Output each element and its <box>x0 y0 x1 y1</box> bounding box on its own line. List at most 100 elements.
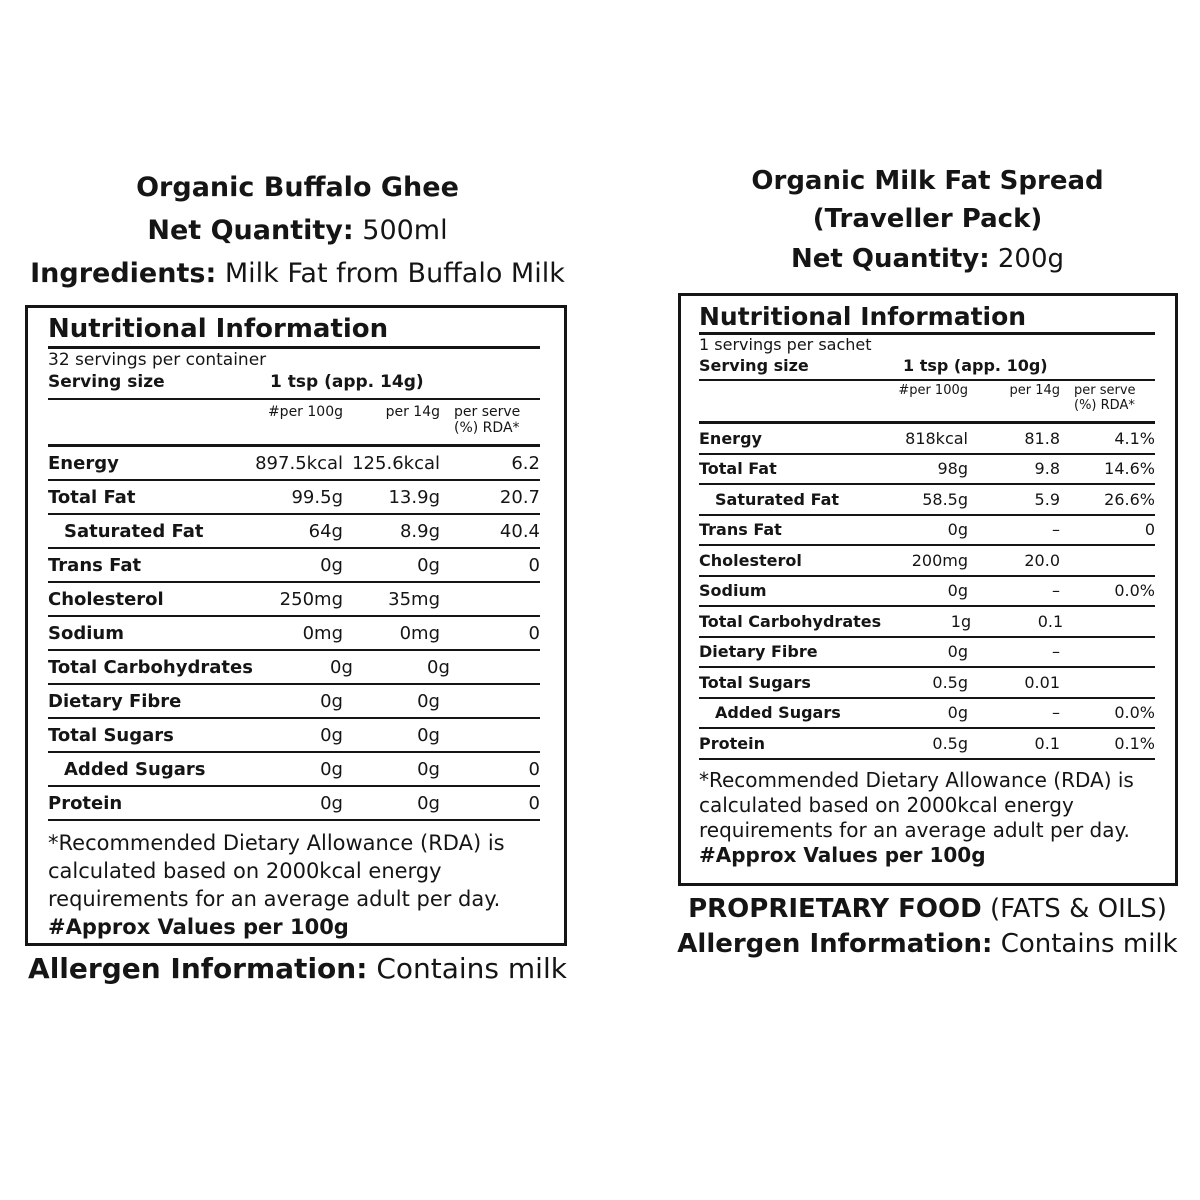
nutrient-name: Dietary Fibre <box>699 642 818 662</box>
cell: – <box>1052 642 1060 662</box>
cell: – <box>1052 581 1060 601</box>
value: 500ml <box>362 215 448 246</box>
spacer <box>699 383 878 421</box>
nutrient-row: Energy 818kcal 81.8 4.1% <box>699 424 1155 455</box>
cell: 0g <box>417 554 440 576</box>
nutrient-row: Cholesterol 200mg 20.0 <box>699 546 1155 577</box>
nutrient-name: Energy <box>699 428 762 448</box>
column-label: per serve (%) RDA* <box>1074 383 1136 413</box>
cell: 81.8 <box>1024 428 1060 448</box>
value: 1 tsp (app. 10g) <box>903 356 1048 375</box>
cell: 1g <box>950 611 972 631</box>
cell: 0g <box>947 703 968 723</box>
cell: 0mg <box>302 622 343 644</box>
nutrient-name: Added Sugars <box>64 758 206 780</box>
cell: 0g <box>947 642 968 662</box>
footnote: *Recommended Dietary Allowance (RDA) is … <box>48 831 505 911</box>
label: Net Quantity: <box>147 215 354 246</box>
cell: 0g <box>417 792 440 814</box>
nutrient-name: Energy <box>48 452 119 474</box>
nutrient-name: Added Sugars <box>715 703 841 723</box>
value: Contains milk <box>1000 929 1178 959</box>
cell: 98g <box>937 459 968 479</box>
nutrient-row: Total Carbohydrates 0g 0g <box>48 651 540 685</box>
value: Contains milk <box>376 952 567 985</box>
panel-heading: Nutritional Information <box>48 314 540 349</box>
cell: 0g <box>427 656 450 678</box>
cell: 99.5g <box>291 486 343 508</box>
footnote: *Recommended Dietary Allowance (RDA) is … <box>699 767 1134 842</box>
cell: 5.9 <box>1034 489 1060 509</box>
nutrient-row: Dietary Fibre 0g – <box>699 638 1155 668</box>
serving-size: Serving size 1 tsp (app. 10g) <box>699 354 1155 381</box>
nutrient-name: Saturated Fat <box>64 520 204 542</box>
nutrient-name: Total Carbohydrates <box>699 611 882 631</box>
cell: 4.1% <box>1114 428 1155 448</box>
nutrient-row: Trans Fat 0g – 0 <box>699 516 1155 546</box>
column-label: #per 100g <box>898 383 968 398</box>
nutrient-row: Total Sugars 0.5g 0.01 <box>699 668 1155 699</box>
nutrient-row: Saturated Fat 64g 8.9g 40.4 <box>48 515 540 549</box>
cell: 0.1 <box>1037 611 1064 631</box>
nutrient-row: Added Sugars 0g – 0.0% <box>699 699 1155 729</box>
cell: 200mg <box>911 550 968 570</box>
cell: 0 <box>1144 520 1155 540</box>
cell: 0mg <box>399 622 440 644</box>
cell: 0.5g <box>932 672 968 692</box>
label: Serving size <box>48 372 165 392</box>
cell: 897.5kcal <box>255 452 343 474</box>
nutrient-row: Sodium 0g – 0.0% <box>699 577 1155 607</box>
nutrient-row: Total Sugars 0g 0g <box>48 719 540 753</box>
cell: 0 <box>528 758 540 780</box>
nutrient-name: Total Sugars <box>699 672 811 692</box>
column-label: #per 100g <box>267 404 343 420</box>
nutrient-name: Saturated Fat <box>715 489 840 509</box>
cell: 0g <box>320 792 343 814</box>
nutrient-row: Protein 0g 0g 0 <box>48 787 540 821</box>
title-text: (Traveller Pack) <box>812 204 1043 234</box>
cell: 0 <box>528 622 540 644</box>
nutrient-name: Cholesterol <box>48 588 164 610</box>
cell: 0.0% <box>1114 581 1155 601</box>
value: 200g <box>997 244 1065 274</box>
cell: – <box>1052 520 1060 540</box>
allergen: Allergen Information: Contains milk <box>0 952 595 985</box>
nutrient-name: Protein <box>699 733 765 753</box>
cell: 20.0 <box>1024 550 1060 570</box>
cell: 40.4 <box>499 520 540 542</box>
nutrition-panel: Nutritional Information 32 servings per c… <box>25 305 567 946</box>
cell: 0g <box>417 690 440 712</box>
cell: 818kcal <box>905 428 968 448</box>
nutrient-name: Total Fat <box>48 486 136 508</box>
label: Ingredients: <box>30 258 217 289</box>
cell: 0g <box>320 554 343 576</box>
cell: 9.8 <box>1034 459 1060 479</box>
product-title: (Traveller Pack) <box>650 204 1200 234</box>
cell: 6.2 <box>511 452 540 474</box>
nutrition-panel: Nutritional Information 1 servings per sa… <box>678 293 1178 886</box>
servings: 32 servings per container <box>48 350 267 370</box>
column-label: per 14g <box>385 404 440 420</box>
nutrient-name: Total Carbohydrates <box>48 656 253 678</box>
proprietary: PROPRIETARY FOOD (FATS & OILS) <box>650 894 1200 924</box>
nutrient-row: Protein 0.5g 0.1 0.1% <box>699 729 1155 760</box>
cell: 0g <box>320 724 343 746</box>
spacer <box>48 404 243 444</box>
cell: 0g <box>947 520 968 540</box>
title-text: Organic Buffalo Ghee <box>136 172 459 203</box>
product-title: Organic Milk Fat Spread <box>650 166 1200 196</box>
cell: 26.6% <box>1104 489 1155 509</box>
nutrient-name: Dietary Fibre <box>48 690 182 712</box>
cell: 58.5g <box>922 489 968 509</box>
nutrient-row: Cholesterol 250mg 35mg <box>48 583 540 617</box>
nutrient-row: Added Sugars 0g 0g 0 <box>48 753 540 787</box>
cell: 125.6kcal <box>352 452 440 474</box>
label: Serving size <box>699 356 809 375</box>
cell: 250mg <box>279 588 343 610</box>
cell: 0.1 <box>1034 733 1060 753</box>
value: Milk Fat from Buffalo Milk <box>224 258 565 289</box>
approx-note: #Approx Values per 100g <box>48 915 349 939</box>
nutrient-row: Total Carbohydrates 1g 0.1 <box>699 607 1155 638</box>
nutrient-row: Sodium 0mg 0mg 0 <box>48 617 540 651</box>
nutrient-row: Total Fat 98g 9.8 14.6% <box>699 455 1155 485</box>
